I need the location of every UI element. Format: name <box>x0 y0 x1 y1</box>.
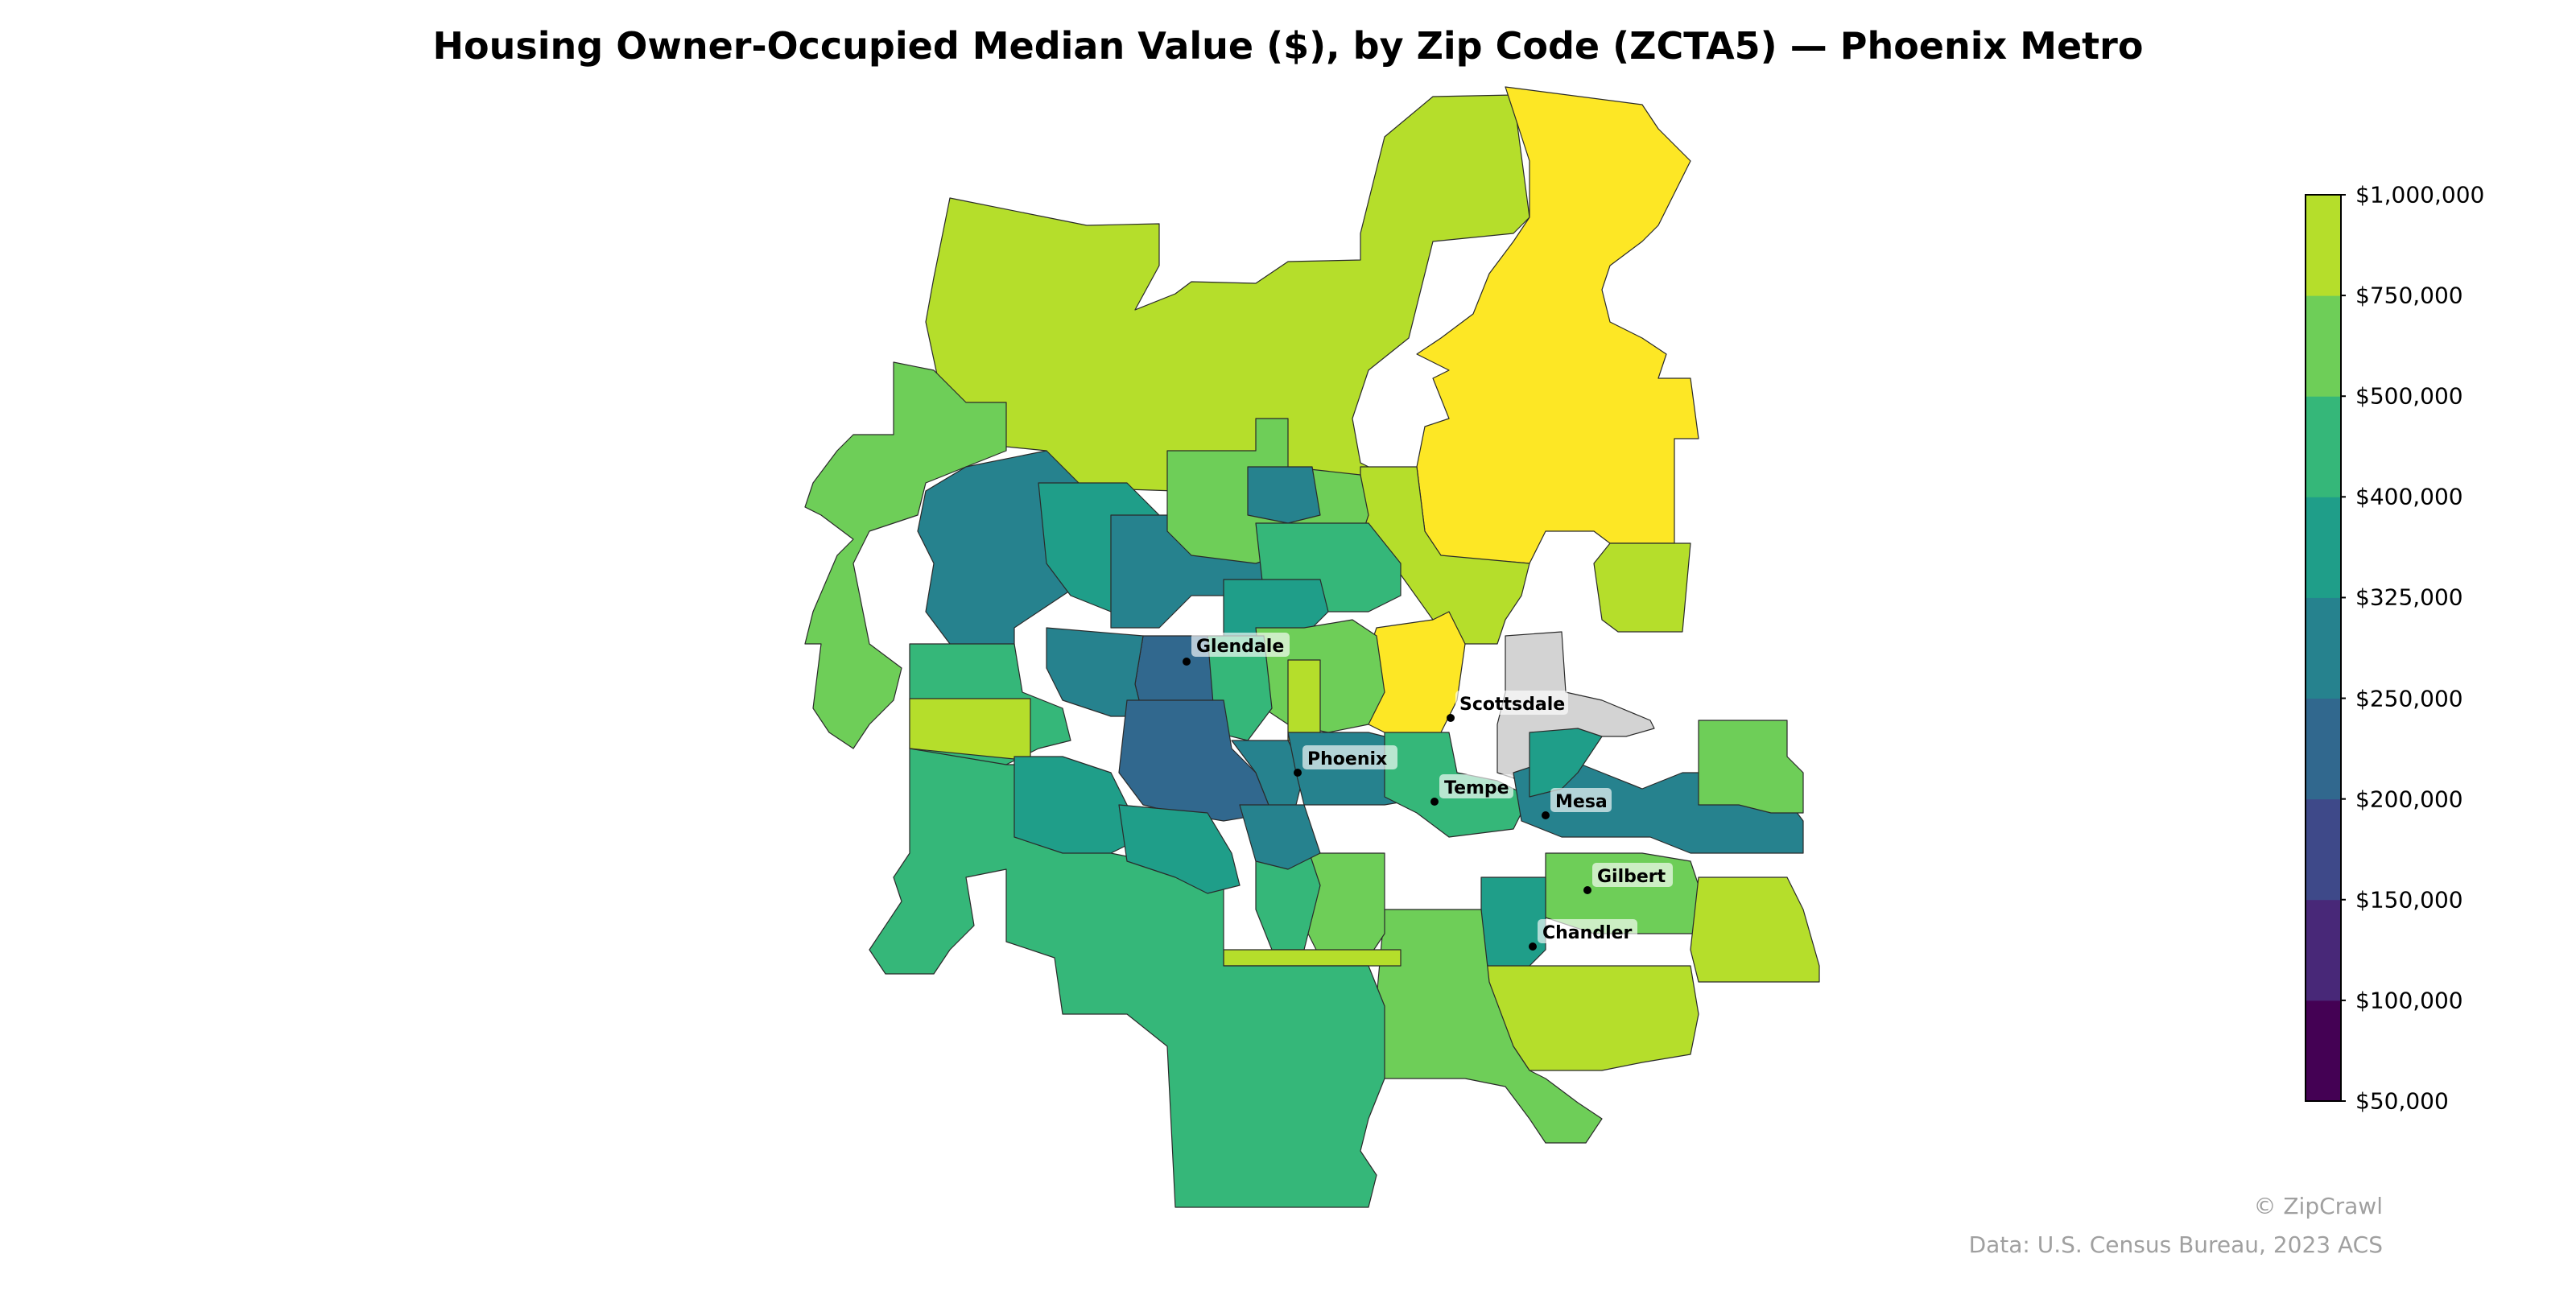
colorbar-frame <box>2305 194 2342 1102</box>
city-label-glendale: Glendale <box>1196 637 1284 657</box>
city-dot-mesa <box>1542 811 1550 819</box>
city-label-gilbert: Gilbert <box>1597 867 1666 887</box>
brand-credit: © ZipCrawl <box>2253 1193 2383 1219</box>
colorbar-tick-label: $150,000 <box>2355 886 2463 914</box>
zip-region <box>1480 876 1546 975</box>
city-dot-phoenix <box>1294 769 1302 777</box>
colorbar-tick-label: $50,000 <box>2355 1087 2449 1115</box>
city-label-chandler: Chandler <box>1542 923 1633 943</box>
colorbar-band <box>2306 497 2341 598</box>
colorbar-band <box>2306 195 2341 296</box>
city-dot-chandler <box>1529 942 1537 951</box>
city-label-phoenix: Phoenix <box>1307 749 1387 769</box>
city-dot-scottsdale <box>1447 714 1455 722</box>
colorbar-band <box>2306 597 2341 699</box>
zip-region <box>1698 720 1804 814</box>
city-dot-tempe <box>1430 798 1439 806</box>
zip-region <box>925 94 1530 493</box>
city-label-scottsdale: Scottsdale <box>1459 695 1565 715</box>
colorbar-band <box>2306 1000 2341 1102</box>
colorbar-band <box>2306 396 2341 497</box>
colorbar-tick-label: $250,000 <box>2355 685 2463 712</box>
colorbar-tick-label: $400,000 <box>2355 483 2463 510</box>
colorbar-tick-label: $100,000 <box>2355 987 2463 1014</box>
colorbar-tick-label: $750,000 <box>2355 282 2463 309</box>
zip-region <box>1303 852 1385 959</box>
city-label-tempe: Tempe <box>1444 778 1509 798</box>
colorbar <box>2305 194 2346 1102</box>
map-title: Housing Owner-Occupied Median Value ($),… <box>432 24 2144 68</box>
city-markers <box>1183 658 1591 951</box>
zip-region <box>1247 466 1321 524</box>
city-label-mesa: Mesa <box>1555 792 1608 812</box>
zip-region <box>1287 659 1321 741</box>
colorbar-band <box>2306 899 2341 1001</box>
colorbar-band <box>2306 798 2341 901</box>
city-labels: Glendale Scottsdale Phoenix Tempe Mesa G… <box>1191 633 1673 943</box>
colorbar-band <box>2306 295 2341 397</box>
colorbar-band <box>2306 698 2341 800</box>
source-credit: Data: U.S. Census Bureau, 2023 ACS <box>1968 1231 2383 1258</box>
zip-region <box>1593 542 1691 633</box>
colorbar-tick-label: $1,000,000 <box>2355 181 2485 208</box>
zip-region <box>1690 876 1820 983</box>
zip-region <box>1118 804 1241 894</box>
zip-region <box>1239 804 1321 870</box>
colorbar-tick-label: $500,000 <box>2355 382 2463 410</box>
zip-region <box>804 361 1007 749</box>
city-dot-glendale <box>1183 658 1191 666</box>
colorbar-tick-label: $200,000 <box>2355 786 2463 813</box>
zip-region <box>1223 949 1402 967</box>
colorbar-tick-label: $325,000 <box>2355 584 2463 611</box>
zip-region <box>1529 728 1603 798</box>
colorbar-legend: $50,000 $100,000 $150,000 $200,000 $250,000 $… <box>2304 182 2484 1115</box>
city-dot-gilbert <box>1583 886 1591 894</box>
